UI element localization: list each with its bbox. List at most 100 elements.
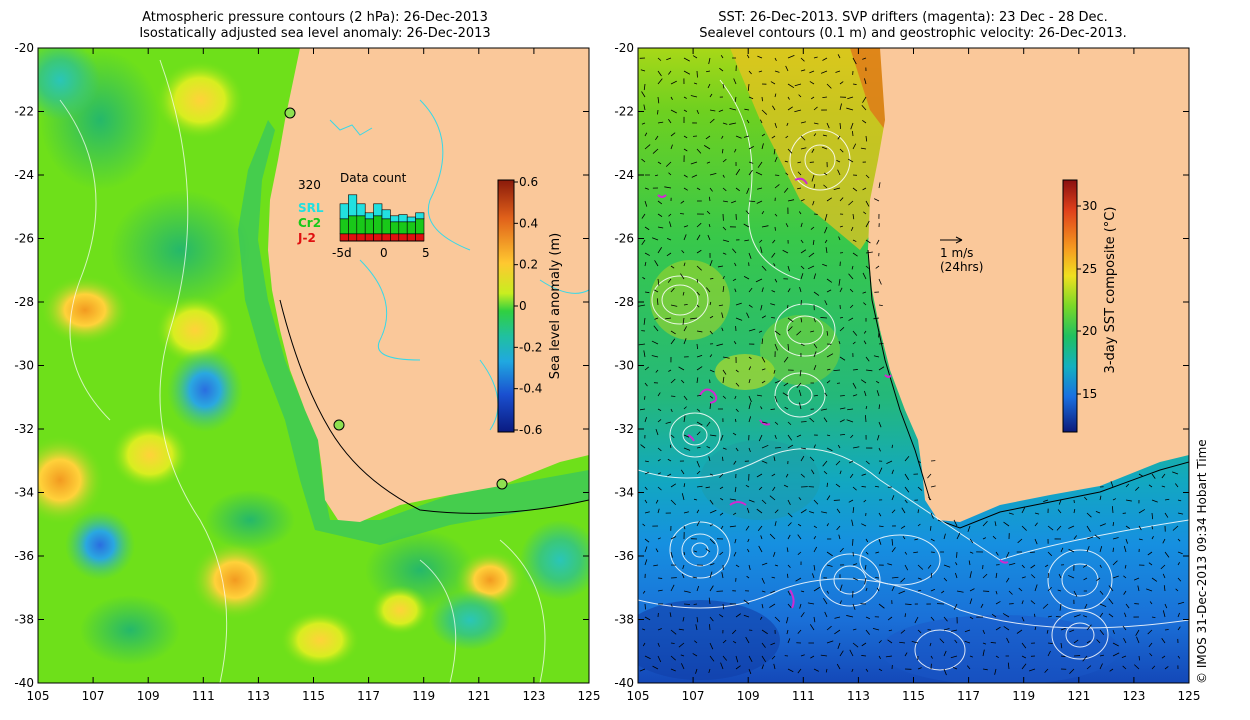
left-xtick-label: 113 (247, 689, 270, 703)
inset-bar-cr2 (373, 215, 383, 235)
inset-bar-srl (406, 216, 416, 223)
right-ytick-label: -30 (614, 359, 634, 373)
left-axes: 105 107 109 111 113 115 117 119 121 123 125 -20 -22 -… (14, 41, 600, 703)
inset-bar-srl (398, 214, 408, 223)
left-xtick-label: 117 (357, 689, 380, 703)
left-title-line1: Atmospheric pressure contours (2 hPa): 2… (142, 10, 488, 25)
sla-cbar-tick-label: -0.6 (519, 423, 542, 437)
inset-bar-j2 (364, 233, 374, 242)
inset-bar-cr2 (364, 218, 374, 235)
sst-cbar-tick-label: 20 (1082, 324, 1097, 338)
inset-bar-srl (348, 194, 358, 217)
sst-colorbar-ticks: 30 25 20 15 (1077, 199, 1097, 401)
left-title-line2: Isostatically adjusted sea level anomaly… (139, 26, 491, 41)
right-title-line1: SST: 26-Dec-2013. SVP drifters (magenta)… (718, 10, 1108, 25)
left-ytick-label: -36 (14, 549, 34, 563)
inset-bar-j2 (415, 233, 425, 242)
left-panel-title: Atmospheric pressure contours (2 hPa): 2… (40, 10, 590, 42)
right-xtick-label: 115 (902, 689, 925, 703)
inset-bar-srl (373, 203, 383, 217)
left-ytick-label: -20 (14, 41, 34, 55)
right-xtick-label: 111 (792, 689, 815, 703)
left-xtick-label: 125 (578, 689, 601, 703)
sla-colorbar-label: Sea level anomaly (m) (548, 233, 563, 379)
inset-bar-srl (381, 209, 391, 220)
inset-legend-cr2: Cr2 (298, 216, 321, 230)
right-ytick-label: -34 (614, 486, 634, 500)
sla-cbar-tick-label: -0.4 (519, 382, 542, 396)
left-ytick-label: -34 (14, 486, 34, 500)
left-ytick-label: -30 (14, 359, 34, 373)
inset-bar-j2 (406, 233, 416, 242)
right-ytick-label: -38 (614, 613, 634, 627)
inset-bar-j2 (339, 233, 349, 242)
inset-bar-srl (364, 212, 374, 220)
inset-xtick-2: 5 (422, 246, 430, 260)
inset-bar-j2 (348, 233, 358, 242)
right-xtick-label: 119 (1012, 689, 1035, 703)
right-ytick-label: -24 (614, 168, 634, 182)
right-xtick-label: 117 (957, 689, 980, 703)
left-xtick-label: 115 (302, 689, 325, 703)
sla-cbar-tick-label: 0 (519, 299, 527, 313)
inset-bar-j2 (398, 233, 408, 242)
inset-bar-cr2 (398, 221, 408, 235)
right-xtick-label: 125 (1178, 689, 1201, 703)
inset-legend-j2: J-2 (297, 231, 316, 245)
inset-bar-srl (339, 203, 349, 220)
right-panel-title: SST: 26-Dec-2013. SVP drifters (magenta)… (638, 10, 1188, 42)
sst-cbar-tick-label: 30 (1082, 199, 1097, 213)
right-xtick-label: 107 (682, 689, 705, 703)
left-ytick-label: -26 (14, 232, 34, 246)
inset-bar-j2 (356, 233, 366, 242)
inset-legend-srl: SRL (298, 201, 324, 215)
inset-bar-cr2 (415, 218, 425, 235)
inset-max-label: 320 (298, 178, 321, 192)
velocity-scale-label: 1 m/s (940, 246, 973, 260)
inset-bar-j2 (381, 233, 391, 242)
inset-xtick-1: 0 (380, 246, 388, 260)
inset-bar-cr2 (339, 218, 349, 235)
sla-cbar-tick-label: 0.6 (519, 175, 538, 189)
right-xtick-label: 113 (847, 689, 870, 703)
sla-colorbar (497, 179, 515, 433)
sst-cbar-tick-label: 15 (1082, 387, 1097, 401)
inset-bar-srl (390, 215, 400, 223)
inset-bar-j2 (390, 233, 400, 242)
sst-field (638, 48, 1189, 683)
inset-bar-j2 (373, 233, 383, 242)
sst-cbar-tick-label: 25 (1082, 262, 1097, 276)
inset-bar-cr2 (390, 221, 400, 235)
credit-text: © IMOS 31-Dec-2013 09:34 Hobart Time (1195, 439, 1209, 684)
inset-bar-cr2 (406, 221, 416, 235)
left-ytick-label: -40 (14, 676, 34, 690)
right-ytick-label: -36 (614, 549, 634, 563)
sla-cbar-tick-label: -0.2 (519, 340, 542, 354)
left-ytick-label: -22 (14, 105, 34, 119)
right-xtick-label: 121 (1067, 689, 1090, 703)
left-xtick-label: 123 (522, 689, 545, 703)
inset-title: Data count (340, 171, 407, 185)
left-xtick-label: 105 (27, 689, 50, 703)
right-xtick-label: 105 (627, 689, 650, 703)
left-xtick-label: 119 (412, 689, 435, 703)
right-xtick-label: 109 (737, 689, 760, 703)
right-ytick-label: -26 (614, 232, 634, 246)
left-ytick-label: -28 (14, 295, 34, 309)
right-ytick-label: -32 (614, 422, 634, 436)
inset-bar-srl (356, 203, 366, 217)
left-xtick-label: 121 (467, 689, 490, 703)
sla-cbar-tick-label: 0.2 (519, 258, 538, 272)
right-ytick-label: -40 (614, 676, 634, 690)
sst-colorbar (1062, 179, 1078, 433)
inset-bar-cr2 (381, 218, 391, 235)
left-xtick-label: 111 (192, 689, 215, 703)
velocity-scale: 1 m/s (24hrs) (940, 236, 983, 274)
right-axes: 105 107 109 111 113 115 117 119 121 123 125 -20 -22 -… (614, 41, 1200, 703)
right-xtick-label: 123 (1122, 689, 1145, 703)
inset-bar-cr2 (348, 215, 358, 235)
sst-colorbar-label: 3-day SST composite (°C) (1103, 207, 1118, 374)
left-ytick-label: -24 (14, 168, 34, 182)
left-ytick-label: -32 (14, 422, 34, 436)
right-ytick-label: -22 (614, 105, 634, 119)
